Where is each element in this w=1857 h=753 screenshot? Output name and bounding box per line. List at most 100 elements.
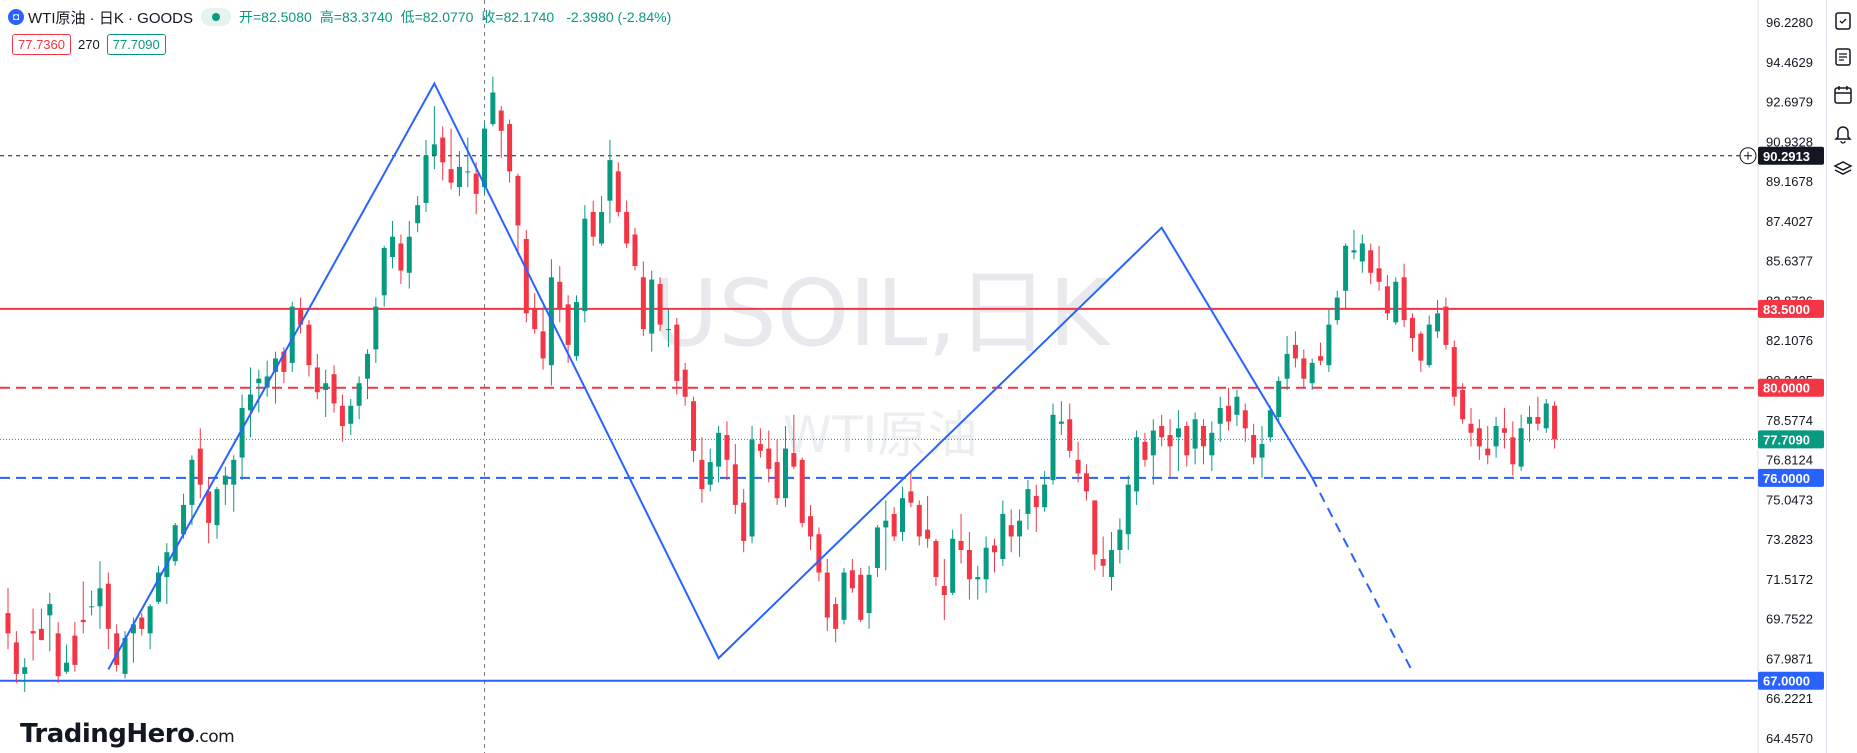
candle-body (105, 583, 111, 629)
candle-body (716, 432, 722, 467)
candle-body (1234, 396, 1240, 415)
candle-body (431, 144, 437, 156)
candle-body (415, 205, 421, 224)
candle-body (1493, 426, 1499, 447)
candle-body (1167, 435, 1173, 447)
candle-body (1535, 417, 1541, 424)
candle-body (1318, 356, 1324, 361)
candle-body (373, 306, 379, 350)
candle-body (122, 637, 128, 674)
candle-body (314, 367, 320, 393)
calendar-icon[interactable] (1833, 84, 1853, 106)
candle-body (741, 502, 747, 541)
candle-body (114, 633, 120, 665)
candle-body (38, 628, 44, 641)
candle-body (1518, 428, 1524, 467)
price-tick-label: 67.9871 (1766, 651, 1813, 666)
candle-body (674, 324, 680, 381)
price-label-text: 76.0000 (1763, 471, 1810, 486)
candle-body (239, 408, 245, 458)
candle-body (381, 247, 387, 296)
candle-body (1510, 437, 1516, 465)
candle-body (682, 369, 688, 397)
spread-value: 270 (78, 37, 100, 52)
candle-body (197, 448, 203, 485)
price-label-text: 77.7090 (1763, 432, 1810, 447)
candle-body (757, 444, 763, 451)
symbol-title[interactable]: WTI原油 · 日K · GOODS (28, 9, 193, 27)
candle-body (1527, 417, 1533, 424)
candle-body (1393, 281, 1399, 323)
candle-body (565, 304, 571, 345)
watchlist-icon[interactable] (1833, 10, 1853, 32)
price-tick-label: 66.2221 (1766, 691, 1813, 706)
candle-body (1326, 324, 1332, 366)
price-tick-label: 96.2280 (1766, 15, 1813, 30)
candle-body (47, 604, 53, 616)
zigzag-trend-line[interactable] (107, 81, 1314, 670)
candle-body (908, 491, 914, 503)
candle-body (724, 435, 730, 460)
candle-body (256, 378, 262, 384)
candle-body (1000, 513, 1006, 559)
candle-body (1292, 344, 1298, 359)
market-status-indicator[interactable] (201, 8, 231, 26)
candle-body (482, 128, 488, 188)
price-tick-label: 89.1678 (1766, 174, 1813, 189)
candle-body (1460, 389, 1466, 420)
candle-body (465, 171, 471, 173)
watermark-subtitle: WTI原油 (783, 406, 978, 464)
price-label-box (1758, 146, 1824, 165)
buy-price-button[interactable]: 77.7090 (106, 34, 166, 55)
candle-body (933, 540, 939, 578)
candle-body (1209, 432, 1215, 456)
candle-body (950, 538, 956, 593)
candle-body (883, 520, 889, 528)
projection-line[interactable] (1311, 477, 1414, 673)
price-label-box (1758, 430, 1824, 449)
sell-price-button[interactable]: 77.7360 (12, 34, 71, 55)
legend-header[interactable]: ◘ WTI原油 · 日K · GOODS 开=82.5080 高=83.3740… (8, 6, 671, 28)
candle-body (1200, 426, 1206, 447)
candle-body (1501, 428, 1507, 433)
price-tick-label: 69.7522 (1766, 612, 1813, 627)
layers-icon[interactable] (1833, 158, 1853, 180)
candle-body (273, 358, 279, 372)
candle-body (1543, 403, 1549, 429)
candle-body (1083, 473, 1089, 492)
candle-body (958, 540, 964, 550)
candle-body (808, 516, 814, 537)
symbol-icon: ◘ (8, 9, 24, 25)
price-label-box (1758, 299, 1824, 318)
candle-body (281, 351, 287, 372)
candle-body (97, 588, 103, 607)
candle-body (1443, 306, 1449, 345)
candle-body (1125, 484, 1131, 535)
candle-body (1334, 297, 1340, 321)
price-tick-label: 71.5172 (1766, 572, 1813, 587)
candle-body (782, 448, 788, 499)
candle-body (640, 277, 646, 330)
candle-body (1451, 347, 1457, 397)
candle-body (30, 631, 36, 634)
candle-body (298, 308, 304, 325)
candle-body (440, 137, 446, 163)
candle-body (699, 459, 705, 490)
candle-body (289, 306, 295, 363)
low-value: 低=82.0770 (400, 9, 474, 25)
candle-body (858, 574, 864, 620)
candle-body (1175, 428, 1181, 438)
candle-body (473, 173, 479, 194)
candle-body (181, 504, 187, 535)
candle-body (323, 383, 329, 390)
news-icon[interactable] (1833, 46, 1853, 68)
alert-bell-icon[interactable] (1833, 122, 1853, 144)
candle-body (841, 572, 847, 620)
candle-body (1050, 414, 1056, 481)
candle-body (774, 462, 780, 499)
candle-body (423, 155, 429, 203)
candle-body (448, 169, 454, 183)
candle-body (799, 459, 805, 523)
